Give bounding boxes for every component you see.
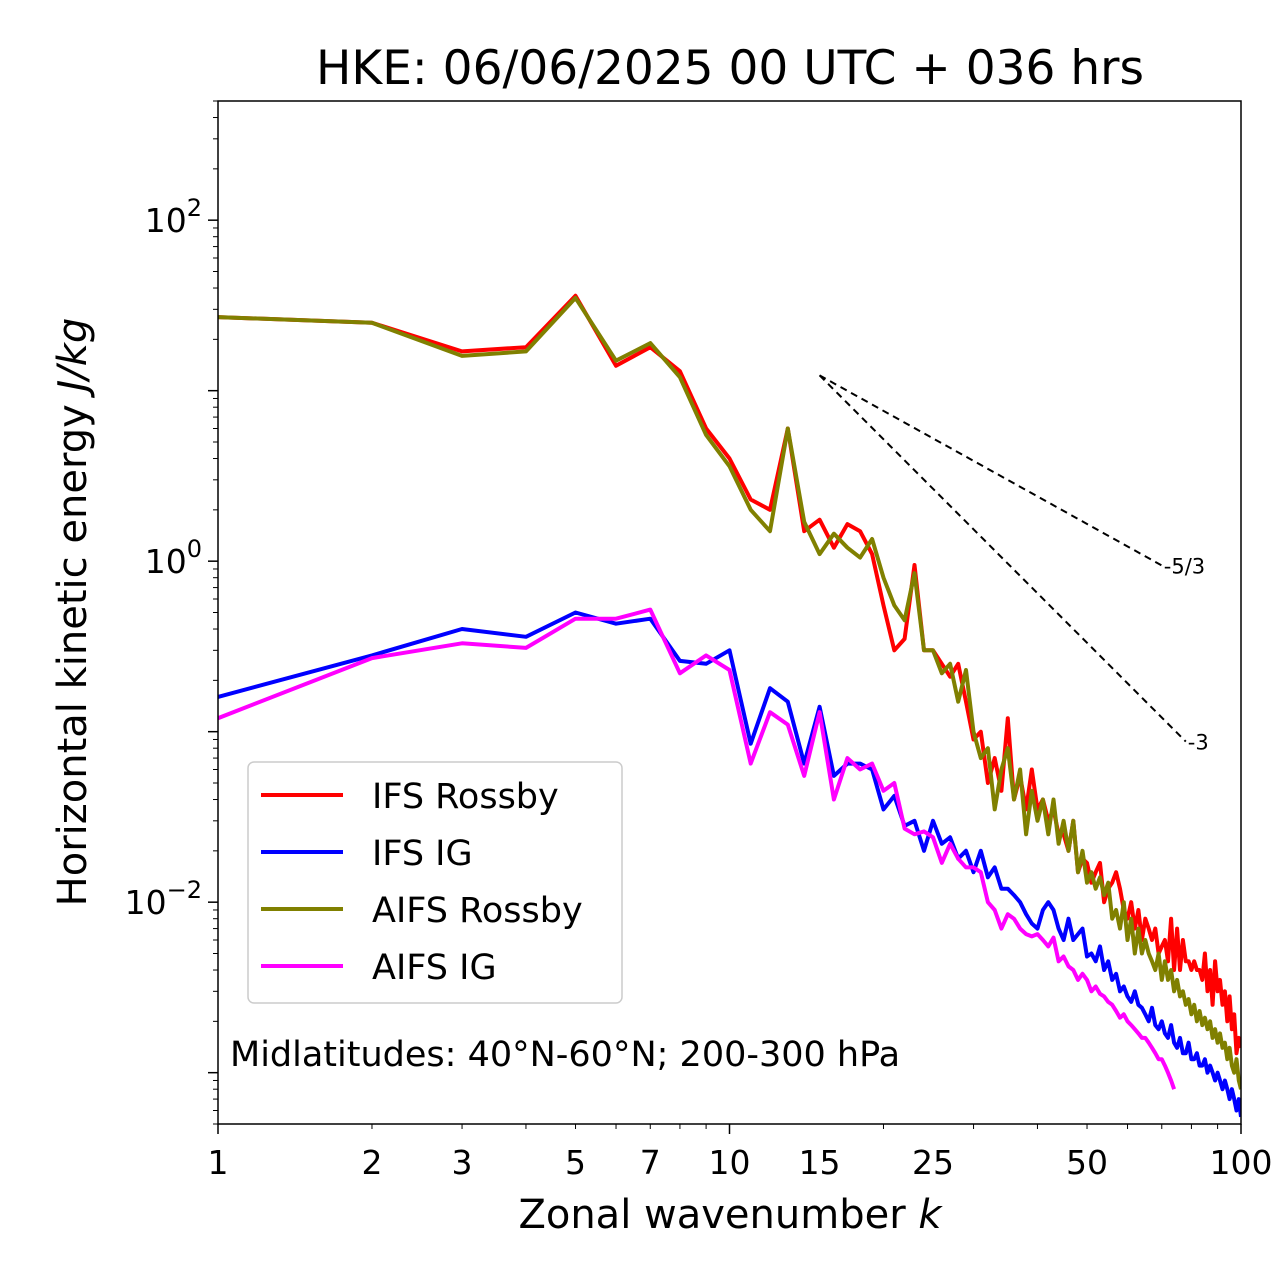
x-tick-label: 2 bbox=[361, 1143, 382, 1182]
legend-label-1: IFS IG bbox=[372, 834, 473, 874]
x-tick-label: 15 bbox=[799, 1143, 841, 1182]
reference-line-label-0: -5/3 bbox=[1164, 554, 1205, 578]
x-tick-label: 25 bbox=[912, 1143, 954, 1182]
x-axis-ticks: 1 2 3 5 7 10 15 25 50 100 bbox=[208, 1124, 1273, 1182]
reference-lines: -5/3 -3 bbox=[818, 374, 1209, 755]
x-axis-label-text: Zonal wavenumber bbox=[518, 1192, 918, 1238]
series-layer bbox=[218, 293, 1241, 1118]
y-axis-label: Horizontal kinetic energy J/kg bbox=[50, 318, 96, 907]
y-tick-label: 100 bbox=[145, 535, 202, 581]
x-tick-label: 10 bbox=[709, 1143, 751, 1182]
x-tick-label: 100 bbox=[1210, 1143, 1273, 1182]
x-tick-label: 50 bbox=[1066, 1143, 1108, 1182]
legend: IFS Rossby IFS IG AIFS Rossby AIFS IG bbox=[247, 761, 623, 1004]
legend-items: IFS Rossby IFS IG AIFS Rossby AIFS IG bbox=[261, 777, 583, 988]
y-tick-label: 10−2 bbox=[125, 876, 202, 922]
legend-label-2: AIFS Rossby bbox=[372, 891, 583, 931]
x-axis-label: Zonal wavenumber k bbox=[518, 1192, 943, 1238]
series-line-2 bbox=[218, 295, 1241, 1090]
reference-line-1 bbox=[818, 374, 1187, 743]
series-line-3 bbox=[218, 607, 1176, 1090]
legend-box bbox=[247, 761, 623, 1004]
legend-label-3: AIFS IG bbox=[372, 948, 497, 988]
x-tick-label: 7 bbox=[640, 1143, 661, 1182]
legend-label-0: IFS Rossby bbox=[372, 777, 559, 817]
x-tick-label: 1 bbox=[208, 1143, 229, 1182]
reference-line-0 bbox=[819, 374, 1163, 567]
region-annotation: Midlatitudes: 40°N-60°N; 200-300 hPa bbox=[230, 1035, 900, 1075]
x-tick-label: 3 bbox=[452, 1143, 473, 1182]
x-tick-label: 5 bbox=[565, 1143, 586, 1182]
y-axis-label-unit: J/kg bbox=[50, 318, 96, 399]
reference-line-label-1: -3 bbox=[1188, 731, 1209, 755]
y-axis-label-text: Horizontal kinetic energy bbox=[50, 392, 96, 907]
y-axis-ticks: 10−2 100 102 bbox=[125, 100, 218, 1125]
y-tick-label: 102 bbox=[145, 194, 202, 240]
chart-title: HKE: 06/06/2025 00 UTC + 036 hrs bbox=[316, 41, 1144, 96]
x-axis-label-var: k bbox=[918, 1192, 943, 1238]
